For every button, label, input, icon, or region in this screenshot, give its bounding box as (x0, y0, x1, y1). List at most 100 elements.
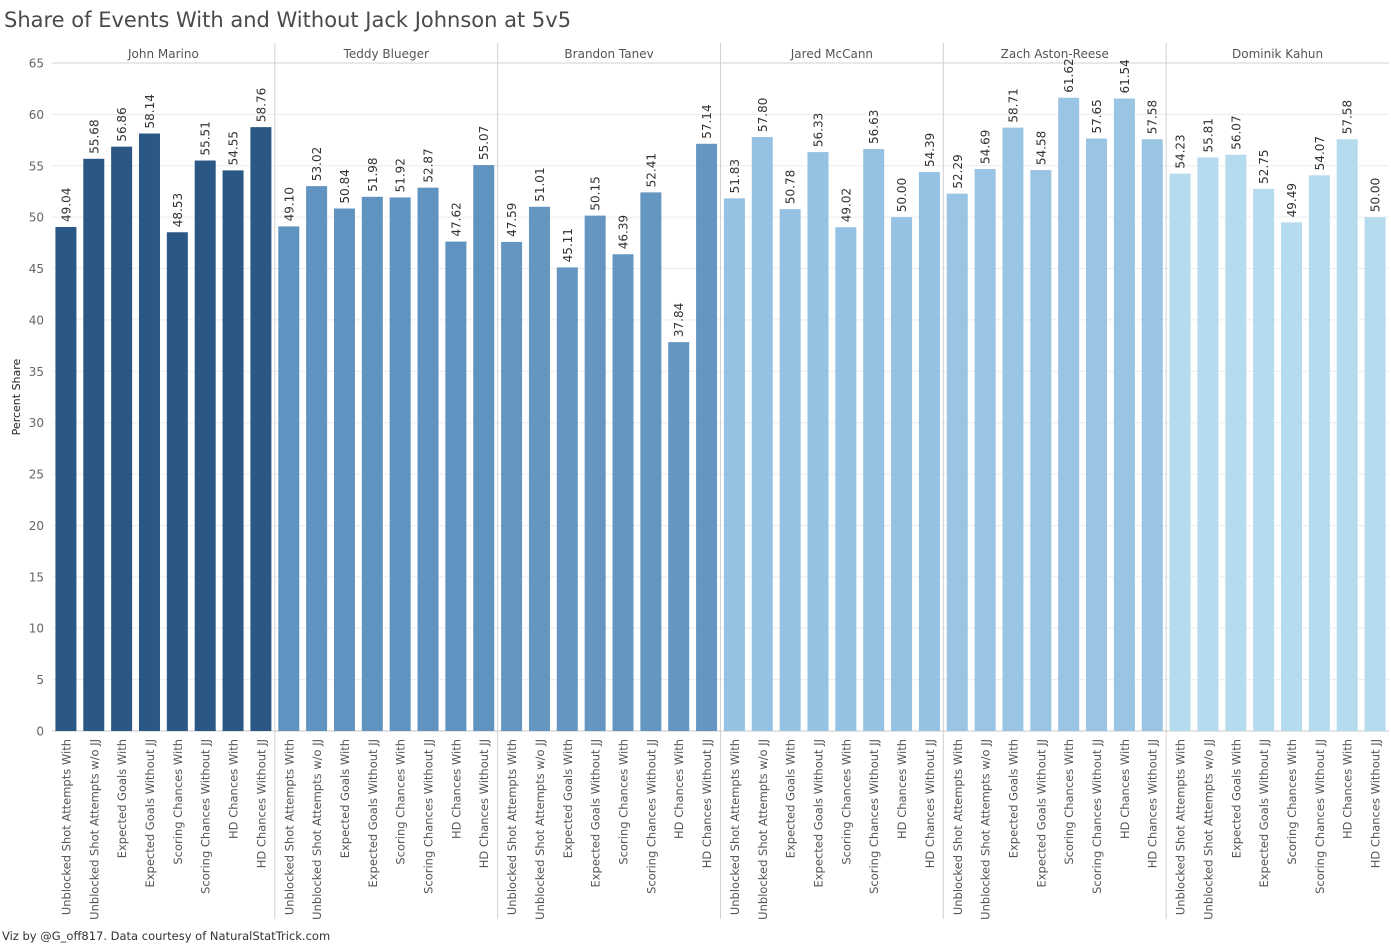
x-tick-label: Scoring Chances With (617, 739, 631, 865)
bar (389, 197, 411, 732)
bar (333, 208, 355, 731)
bar (891, 217, 913, 732)
x-tick-label: Scoring Chances Without JJ (422, 739, 436, 894)
bar (1030, 170, 1052, 731)
x-tick-label: Scoring Chances Without JJ (199, 739, 213, 894)
x-tick-label: Scoring Chances Without JJ (644, 739, 658, 894)
data-label: 61.62 (1062, 58, 1076, 92)
bar (807, 152, 829, 731)
panel-header-label: Zach Aston-Reese (1001, 47, 1109, 61)
bar (668, 342, 690, 731)
x-tick-label: HD Chances Without JJ (700, 739, 714, 868)
data-label: 50.15 (589, 176, 603, 210)
data-label: 55.68 (87, 119, 101, 153)
x-tick-label: Expected Goals With (1006, 739, 1020, 858)
bar (1308, 175, 1330, 731)
bar (779, 209, 801, 732)
x-tick-label: Unblocked Shot Attempts With (1174, 739, 1188, 915)
x-tick-label: HD Chances With (1341, 739, 1355, 839)
bar (1002, 127, 1024, 731)
bar (1364, 217, 1386, 732)
y-axis: 0 5 10 15 20 25 30 35 40 45 50 55 60 65 Percent Share (10, 57, 44, 739)
y-tick-label: 60 (29, 108, 44, 122)
data-label: 54.55 (227, 131, 241, 165)
bar (640, 192, 662, 731)
data-label: 52.87 (422, 148, 436, 182)
bar (222, 170, 244, 731)
data-label: 58.14 (143, 94, 157, 128)
panel-header-label: John Marino (127, 47, 199, 61)
x-tick-label: HD Chances With (227, 739, 241, 839)
x-tick-label: Unblocked Shot Attempts w/o JJ (533, 739, 547, 920)
x-tick-label: Expected Goals Without JJ (143, 739, 157, 888)
bar (751, 136, 773, 732)
y-tick-label: 5 (36, 673, 44, 687)
data-label: 52.29 (951, 154, 965, 188)
x-tick-label: Scoring Chances Without JJ (1313, 739, 1327, 894)
data-label: 51.01 (533, 167, 547, 201)
bar (1141, 139, 1163, 732)
x-tick-label: Scoring Chances Without JJ (867, 739, 881, 894)
bar (83, 158, 105, 731)
bar (612, 254, 634, 731)
bar (138, 133, 160, 731)
data-label: 49.04 (59, 188, 73, 222)
panel-headers: John Marino Teddy Blueger Brandon Tanev Jar… (52, 43, 1389, 919)
bar (1197, 157, 1219, 731)
x-tick-label: Expected Goals With (1229, 739, 1243, 858)
data-label: 54.23 (1174, 134, 1188, 168)
bar (1058, 97, 1080, 731)
bar (584, 215, 606, 731)
x-tick-label: Expected Goals Without JJ (1257, 739, 1271, 888)
x-tick-label: Scoring Chances With (171, 739, 185, 865)
data-label: 49.49 (1285, 183, 1299, 217)
data-label: 51.98 (366, 157, 380, 191)
x-tick-label: Unblocked Shot Attempts With (59, 739, 73, 915)
x-tick-label: HD Chances With (672, 739, 686, 839)
data-label: 52.75 (1257, 150, 1271, 184)
bar (556, 267, 578, 731)
data-label: 55.51 (199, 121, 213, 155)
x-tick-label: HD Chances With (449, 739, 463, 839)
bar (194, 160, 216, 731)
bar (306, 186, 328, 731)
bar (278, 226, 300, 731)
data-label: 57.80 (756, 98, 770, 132)
data-label: 55.07 (477, 126, 491, 160)
x-tick-label: Unblocked Shot Attempts w/o JJ (979, 739, 993, 920)
data-label: 57.14 (700, 104, 714, 138)
bar (1336, 139, 1358, 732)
x-tick-label: HD Chances Without JJ (1146, 739, 1160, 868)
bar (918, 172, 940, 731)
y-axis-title: Percent Share (10, 358, 23, 435)
bar-chart: John Marino Teddy Blueger Brandon Tanev Jar… (10, 43, 1389, 920)
bar (1281, 222, 1303, 731)
y-tick-label: 25 (29, 468, 44, 482)
data-label: 57.58 (1341, 100, 1355, 134)
y-tick-label: 45 (29, 262, 44, 276)
data-label: 57.58 (1146, 100, 1160, 134)
bar (974, 168, 996, 731)
data-label: 58.76 (254, 88, 268, 122)
data-label: 54.39 (923, 133, 937, 167)
y-tick-label: 10 (29, 622, 44, 636)
data-label: 54.07 (1313, 136, 1327, 170)
data-label: 55.81 (1201, 118, 1215, 152)
bar (528, 206, 550, 731)
bar (473, 165, 495, 731)
bar (501, 241, 523, 731)
data-label: 54.69 (979, 130, 993, 164)
x-tick-label: Unblocked Shot Attempts w/o JJ (756, 739, 770, 920)
x-tick-label: Unblocked Shot Attempts w/o JJ (310, 739, 324, 920)
chart-title: Share of Events With and Without Jack Jo… (4, 8, 572, 32)
x-tick-label: HD Chances Without JJ (477, 739, 491, 868)
data-label: 58.71 (1006, 88, 1020, 122)
y-tick-label: 20 (29, 519, 44, 533)
panel-header-label: Jared McCann (790, 47, 873, 61)
data-label: 57.65 (1090, 99, 1104, 133)
x-tick-label: Unblocked Shot Attempts w/o JJ (87, 739, 101, 920)
data-label: 37.84 (672, 303, 686, 337)
bar (946, 193, 968, 731)
bar (250, 127, 272, 732)
x-tick-label: HD Chances Without JJ (254, 739, 268, 868)
